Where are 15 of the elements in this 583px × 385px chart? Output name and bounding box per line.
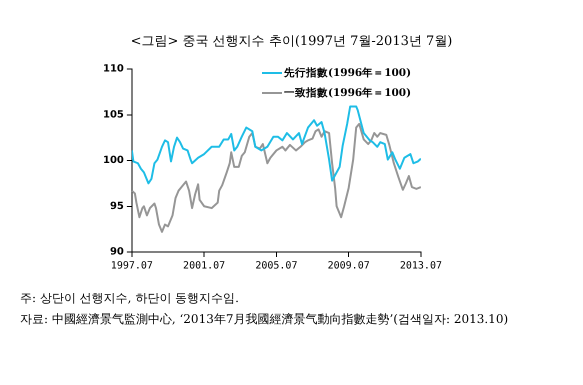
y-tick-label: 100 — [103, 155, 124, 166]
text: 자료: 中國經濟景气監測中心, ‘2013年7月我國經濟景气動向指數走勢’(검색일자: 2013.10) — [19, 311, 510, 328]
chart-title: <그림> 중국 선행지수 추이(1997년 7월-2013년 7월) — [130, 33, 454, 50]
x-tick-label: 2009.07 — [328, 260, 370, 272]
text: 주: 상단이 선행지수, 하단이 동행지수임. — [19, 290, 240, 307]
y-tick-label: 105 — [103, 109, 124, 120]
x-tick-label: 2013.07 — [400, 260, 442, 272]
x-tick-label: 1997.07 — [110, 260, 153, 272]
y-tick-label: 110 — [103, 64, 124, 75]
x-tick-label: 2005.07 — [255, 260, 298, 272]
y-tick-label: 90 — [110, 246, 124, 258]
legend-label: 先行指數(1996年＝100) — [284, 66, 412, 80]
legend-label: 一致指數(1996年＝100) — [284, 86, 412, 100]
x-tick-label: 2001.07 — [183, 260, 226, 272]
y-tick-label: 95 — [110, 200, 124, 212]
